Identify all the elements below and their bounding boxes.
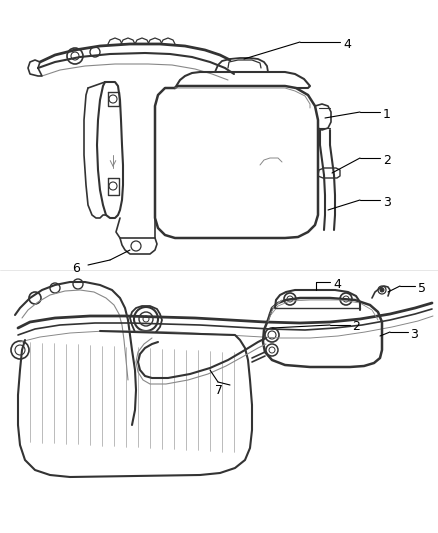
Text: 6: 6: [72, 262, 80, 274]
Circle shape: [380, 288, 384, 292]
Text: 4: 4: [333, 278, 341, 290]
Text: 3: 3: [383, 197, 391, 209]
Text: 7: 7: [215, 384, 223, 397]
Text: 2: 2: [352, 320, 360, 334]
Text: 2: 2: [383, 155, 391, 167]
Text: 3: 3: [410, 327, 418, 341]
Text: 4: 4: [343, 38, 351, 52]
Text: 5: 5: [418, 281, 426, 295]
Text: 1: 1: [383, 109, 391, 122]
